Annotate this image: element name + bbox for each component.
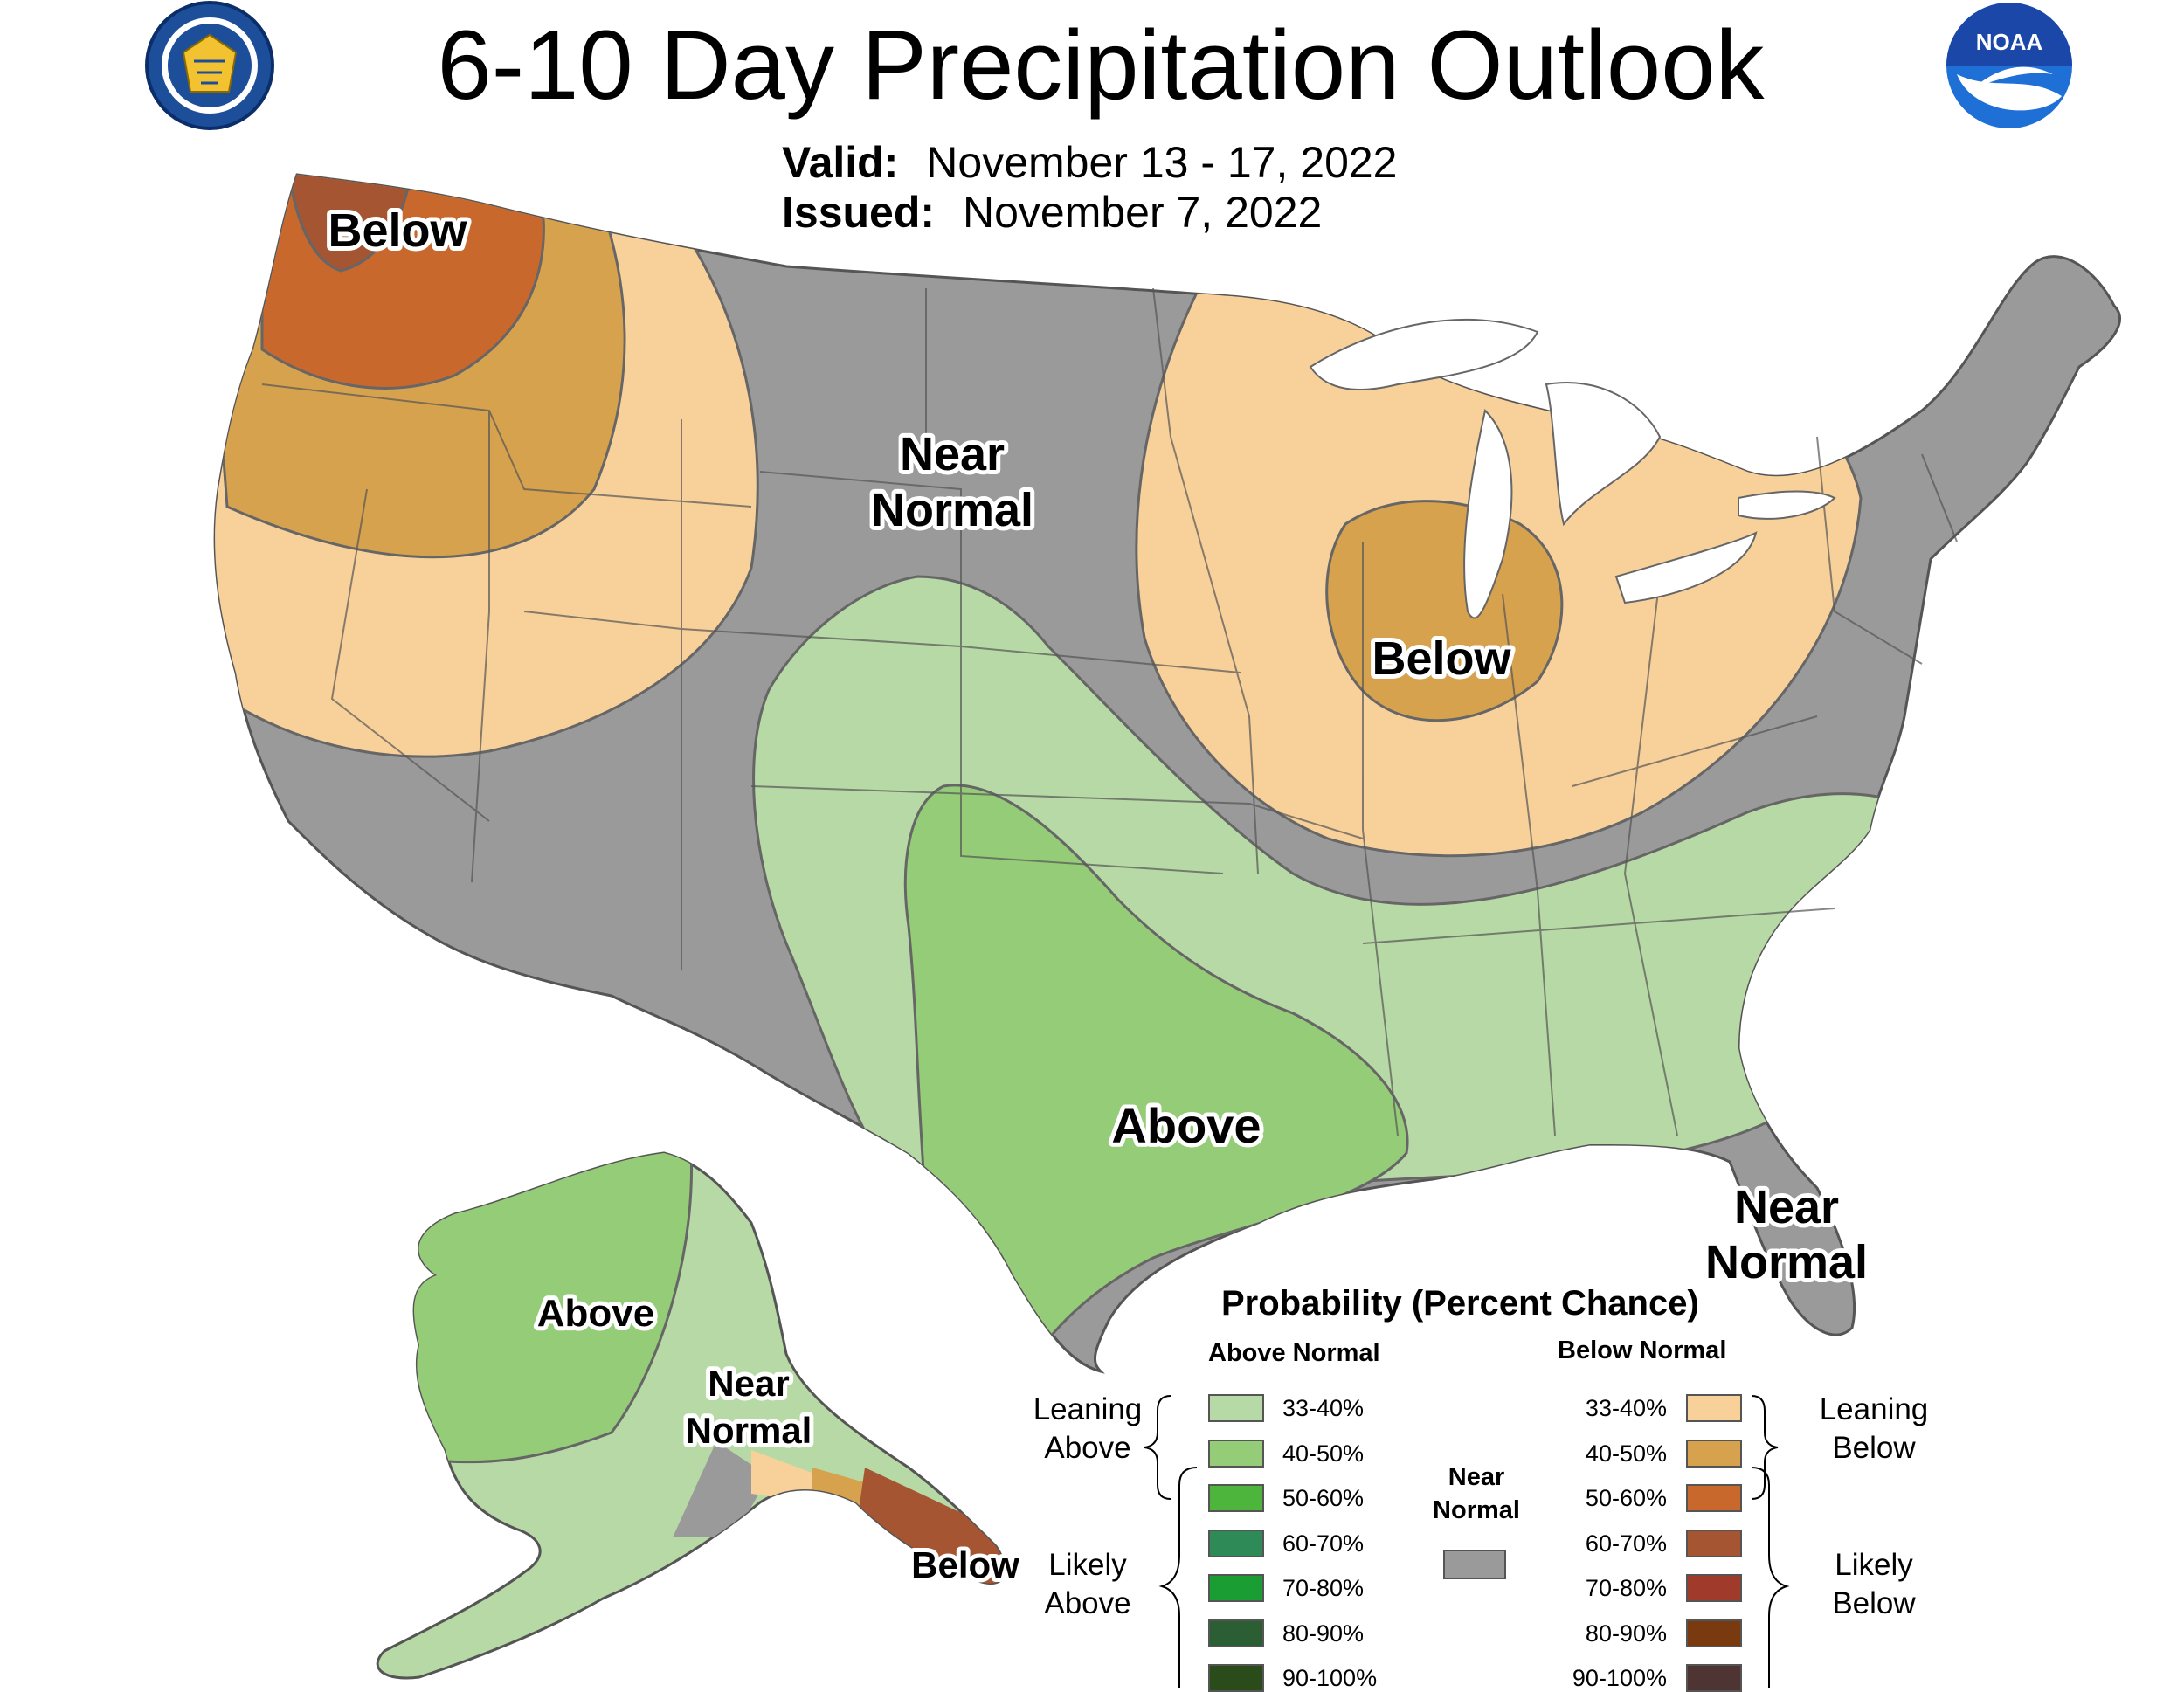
below-legend-swatch (1686, 1619, 1742, 1647)
below-legend-percent-label: 60-70% (1585, 1530, 1667, 1557)
legend-near-normal-line1: Near (1448, 1463, 1505, 1491)
below-legend-swatch (1686, 1529, 1742, 1557)
northwest-below-60-70-region (287, 175, 412, 273)
legend-likely-below-line1: Likely (1835, 1548, 1913, 1582)
legend-braces (1144, 1395, 1790, 1688)
label-below-alaska: Below (911, 1544, 1019, 1585)
above-legend-swatch (1208, 1529, 1264, 1557)
legend-leaning-below-line1: Leaning (1819, 1392, 1929, 1426)
south-above-40-50-region (903, 784, 1409, 1364)
legend-near-normal-label: Near Normal (1415, 1461, 1538, 1527)
above-legend-percent-label: 60-70% (1282, 1530, 1365, 1557)
label-near-normal-alaska-line1: Near (708, 1363, 789, 1404)
legend-likely-above-line2: Above (1044, 1586, 1131, 1620)
above-legend-percent-label: 33-40% (1282, 1395, 1365, 1421)
legend-title: Probability (Percent Chance) (1221, 1284, 1699, 1323)
legend-leaning-above-line2: Above (1044, 1431, 1131, 1465)
alaska-leaning-below-region (751, 1450, 821, 1502)
label-below-northwest: Below (328, 204, 467, 257)
legend-above-header: Above Normal (1208, 1339, 1380, 1367)
above-legend-swatch (1208, 1394, 1264, 1422)
below-legend-percent-label: 33-40% (1585, 1395, 1667, 1421)
noaa-logo-icon: NOAA (1946, 3, 2072, 128)
label-near-normal-florida-line1: Near (1734, 1181, 1839, 1233)
legend-likely-below-line2: Below (1832, 1586, 1916, 1620)
legend-near-normal-swatch (1443, 1550, 1506, 1579)
label-near-normal-plains-line2: Normal (871, 484, 1033, 536)
below-legend-swatch (1686, 1664, 1742, 1692)
above-legend-swatch (1208, 1574, 1264, 1602)
alaska-near-normal-region (673, 1441, 769, 1537)
legend-below-header: Below Normal (1558, 1336, 1727, 1364)
below-legend-percent-label: 90-100% (1572, 1665, 1667, 1691)
legend-leaning-below-line2: Below (1832, 1431, 1916, 1465)
legend-likely-above-line1: Likely (1048, 1548, 1127, 1582)
above-legend-swatch (1208, 1484, 1264, 1512)
valid-line: Valid: November 13 - 17, 2022 (782, 137, 1398, 188)
label-near-normal-florida-line2: Normal (1705, 1236, 1868, 1288)
above-legend-swatch (1208, 1664, 1264, 1692)
below-legend-percent-label: 80-90% (1585, 1619, 1667, 1647)
legend-near-normal-line2: Normal (1433, 1496, 1520, 1524)
legend-leaning-above-label: Leaning Above (1013, 1391, 1162, 1468)
alaska-above-40-50-region (377, 1153, 694, 1464)
above-legend-percent-label: 50-60% (1282, 1485, 1365, 1511)
below-legend-swatch (1686, 1574, 1742, 1602)
label-above-south: Above (1111, 1098, 1261, 1153)
below-legend-swatch (1686, 1439, 1742, 1468)
below-legend-percent-label: 70-80% (1585, 1575, 1667, 1601)
below-legend-swatch (1686, 1484, 1742, 1512)
above-legend-percent-label: 40-50% (1282, 1440, 1365, 1467)
map-labels: Below Near Normal Below Above Near Norma… (323, 200, 1872, 1590)
valid-dates: November 13 - 17, 2022 (926, 138, 1398, 187)
page-title: 6-10 Day Precipitation Outlook (437, 10, 1765, 120)
above-legend-percent-label: 90-100% (1282, 1665, 1378, 1691)
issued-line: Issued: November 7, 2022 (782, 187, 1322, 238)
label-near-normal-alaska-line2: Normal (686, 1410, 812, 1451)
legend-leaning-below-label: Leaning Below (1800, 1391, 1948, 1468)
label-above-alaska: Above (537, 1292, 654, 1335)
above-legend-percent-label: 70-80% (1282, 1575, 1365, 1601)
above-legend-percent-label: 80-90% (1282, 1619, 1365, 1647)
alaska-below-50-60-region (856, 1468, 1006, 1599)
above-legend-swatch (1208, 1619, 1264, 1647)
issued-date: November 7, 2022 (962, 188, 1323, 237)
legend-leaning-above-line1: Leaning (1033, 1392, 1143, 1426)
below-legend-percent-label: 40-50% (1585, 1440, 1667, 1467)
label-below-midwest: Below (1372, 632, 1511, 685)
below-legend-swatch (1686, 1394, 1742, 1422)
issued-label: Issued: (782, 188, 936, 237)
alaska-map (376, 1151, 1006, 1680)
valid-label: Valid: (782, 138, 899, 187)
below-legend-percent-label: 50-60% (1585, 1485, 1667, 1511)
noaa-logo-text: NOAA (1976, 29, 2043, 55)
above-legend-swatch (1208, 1439, 1264, 1468)
label-near-normal-plains-line1: Near (900, 428, 1005, 480)
legend-likely-above-label: Likely Above (1013, 1546, 1162, 1623)
legend-likely-below-label: Likely Below (1800, 1546, 1948, 1623)
department-of-commerce-seal-icon (145, 1, 274, 130)
great-lakes (1309, 318, 1836, 619)
